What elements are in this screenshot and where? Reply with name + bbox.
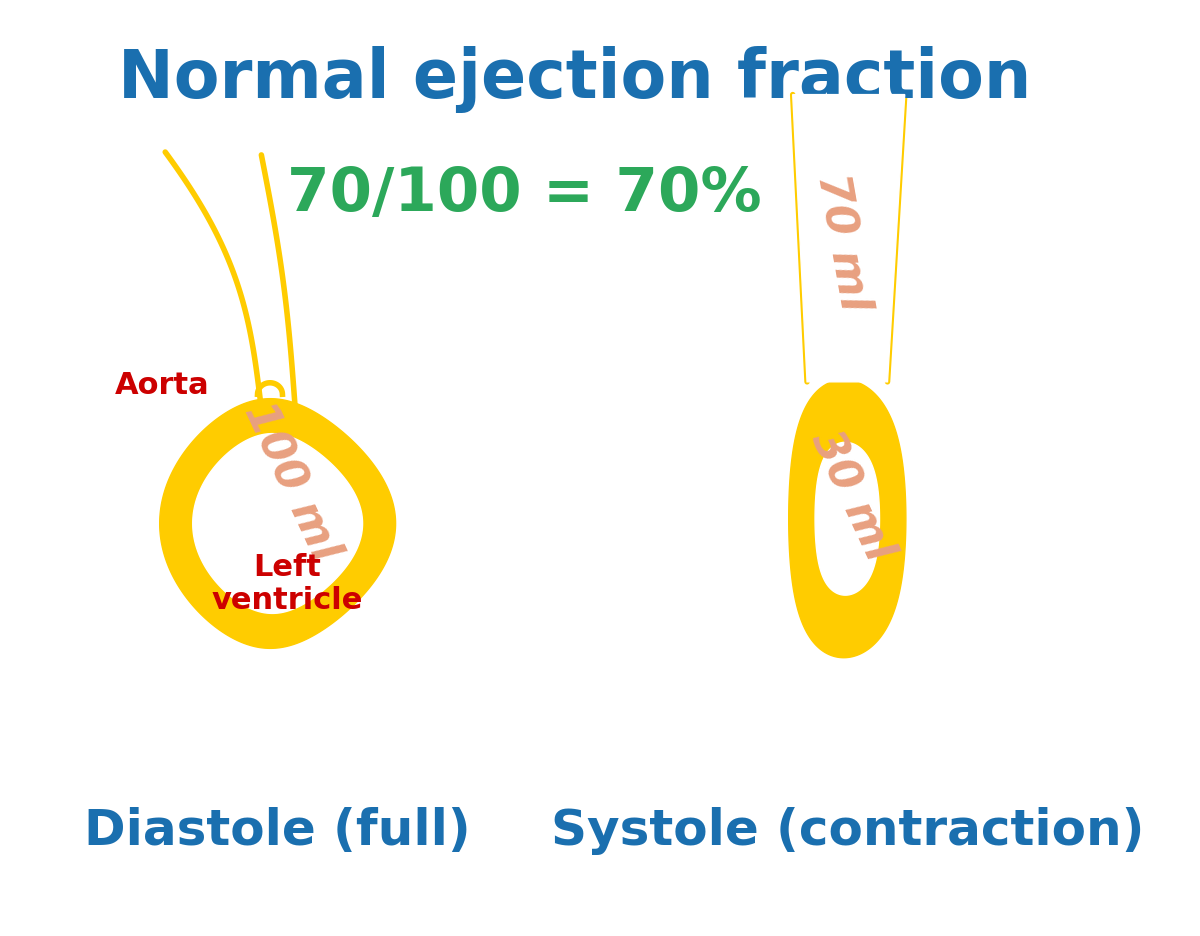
- Text: Systole (contraction): Systole (contraction): [551, 806, 1144, 854]
- Polygon shape: [160, 400, 396, 649]
- Text: 100 ml: 100 ml: [236, 395, 348, 567]
- Text: Aorta: Aorta: [115, 371, 210, 400]
- Text: Diastole (full): Diastole (full): [84, 806, 470, 854]
- Text: Normal ejection fraction: Normal ejection fraction: [118, 46, 1031, 112]
- Polygon shape: [788, 380, 906, 658]
- Polygon shape: [815, 443, 880, 595]
- Polygon shape: [793, 95, 905, 383]
- Text: 70 ml: 70 ml: [809, 169, 876, 314]
- Text: 70/100 = 70%: 70/100 = 70%: [287, 166, 762, 225]
- Text: Left
ventricle: Left ventricle: [211, 552, 362, 615]
- Polygon shape: [193, 434, 362, 614]
- Text: 30 ml: 30 ml: [803, 423, 901, 567]
